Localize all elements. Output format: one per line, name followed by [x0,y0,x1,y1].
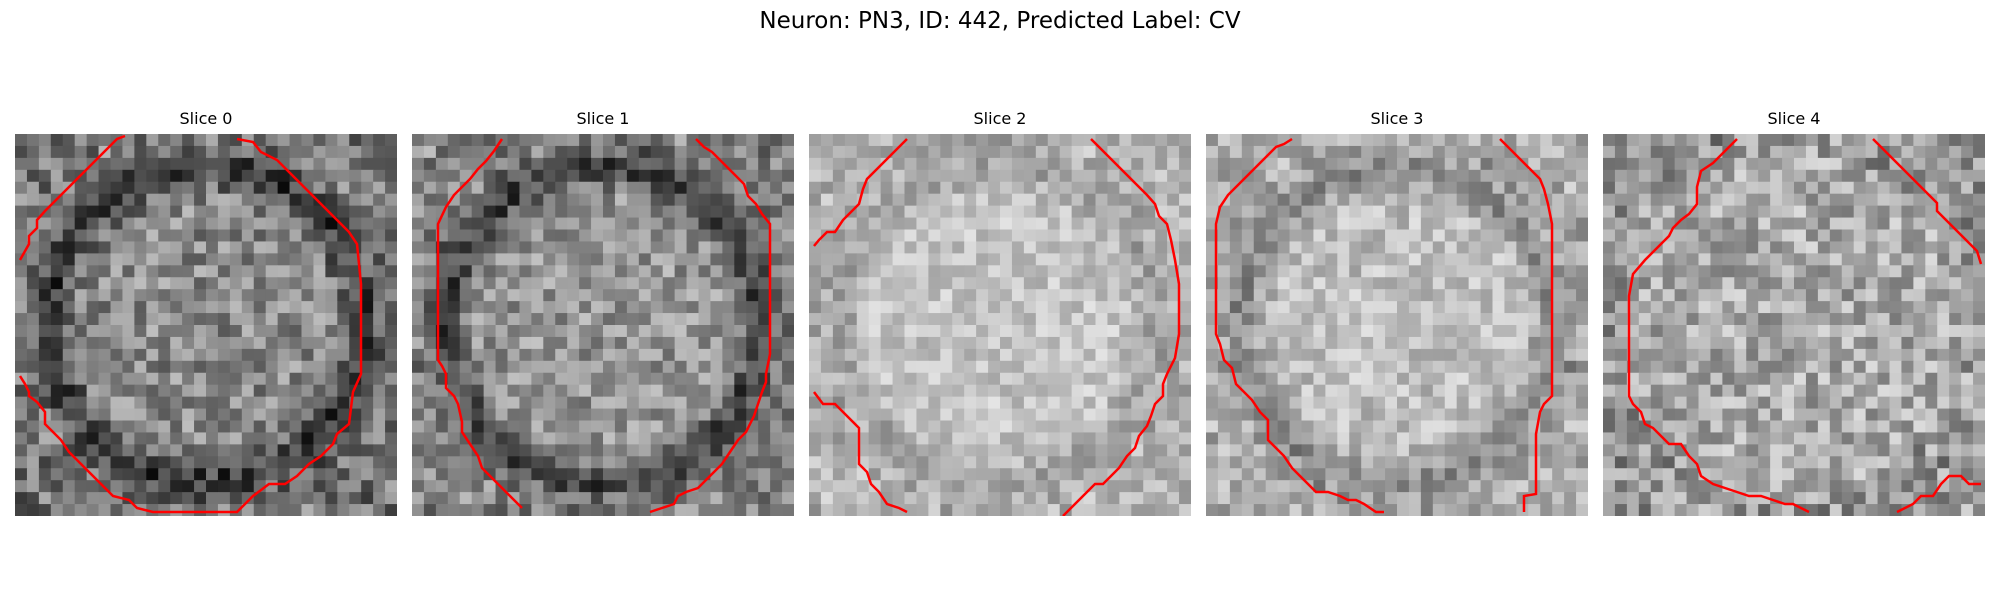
slice-title-4: Slice 4 [1767,109,1821,128]
slice-image-3 [1206,134,1588,516]
slice-title-3: Slice 3 [1370,109,1424,128]
nucleus-contour-2a [813,138,908,247]
slice-image-2 [809,134,1191,516]
nucleus-contour-4a [1627,138,1810,514]
slice-pixels-4 [1603,134,1985,516]
nucleus-contour-3a [1214,137,1384,514]
nucleus-contour-4c [1896,474,1981,514]
slice-pixels-3 [1206,134,1588,516]
nucleus-contour-1b [649,138,772,514]
slice-pixels-0 [15,134,397,516]
slice-image-0 [15,134,397,516]
slice-pixels-1 [412,134,794,516]
nucleus-contour-0a [18,134,126,261]
slice-title-1: Slice 1 [576,109,630,128]
slice-title-0: Slice 0 [179,109,233,128]
slice-title-2: Slice 2 [973,109,1027,128]
slice-pixels-2 [809,134,1191,516]
slice-image-4 [1603,134,1985,516]
slice-image-1 [412,134,794,516]
nucleus-contour-2c [1062,138,1181,516]
figure-title: Neuron: PN3, ID: 442, Predicted Label: C… [759,8,1241,34]
nucleus-contour-3b [1499,138,1554,512]
nucleus-contour-2b [813,391,908,514]
nucleus-contour-0b [18,137,363,514]
nucleus-contour-1a [436,138,523,509]
nucleus-contour-4b [1872,138,1983,265]
